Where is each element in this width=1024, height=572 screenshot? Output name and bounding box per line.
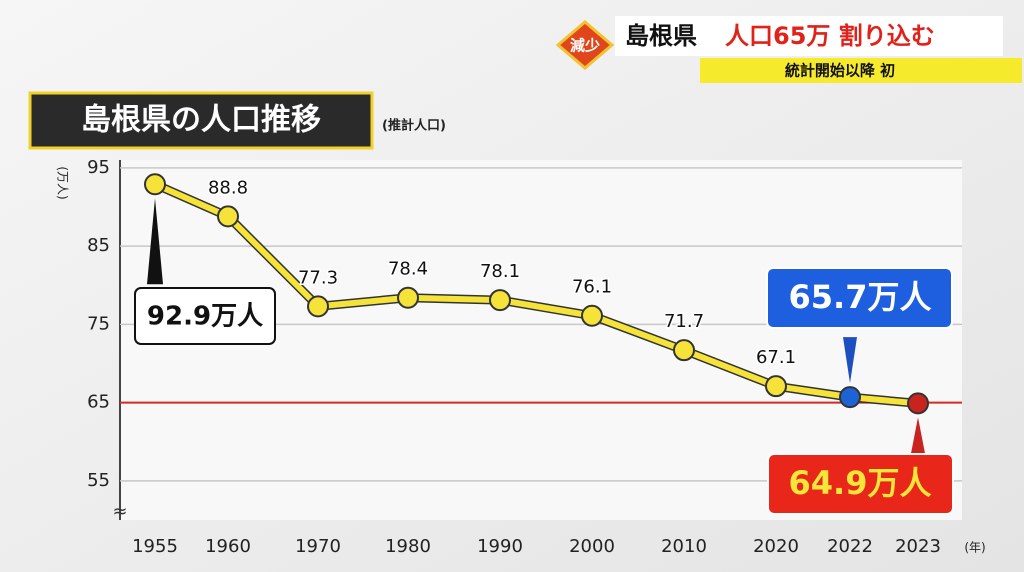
value-label: 78.1 xyxy=(480,261,520,282)
value-label: 78.4 xyxy=(388,259,428,280)
x-tick-label: 2022 xyxy=(827,536,873,557)
callout-box xyxy=(767,453,954,515)
line xyxy=(153,181,919,407)
chart-title: 島根県の人口推移 xyxy=(81,103,321,138)
sub-banner xyxy=(700,58,1022,83)
chart-subtitle: (推計人口) xyxy=(382,118,446,134)
point xyxy=(907,392,929,415)
callout-pointer xyxy=(843,337,857,384)
point xyxy=(307,295,329,318)
point xyxy=(765,375,787,398)
x-unit: (年) xyxy=(964,541,985,555)
y-tick-label: 85 xyxy=(87,235,110,256)
point xyxy=(673,339,695,362)
point xyxy=(489,289,511,312)
title-box xyxy=(28,91,374,150)
prefecture: 島根県 xyxy=(625,22,697,50)
callout-box xyxy=(766,267,953,329)
banner-box xyxy=(615,16,1003,56)
sub-headline: 統計開始以降 初 xyxy=(785,62,895,80)
x-tick-label: 1955 xyxy=(132,536,178,557)
y-tick-label: 95 xyxy=(87,157,110,178)
x-tick-label: 2010 xyxy=(661,536,707,557)
y-unit: (万人) xyxy=(56,166,70,199)
x-tick-label: 2000 xyxy=(569,536,615,557)
x-tick-label: 1980 xyxy=(385,536,431,557)
value-label: 92.9万人 xyxy=(147,302,263,332)
point xyxy=(144,173,166,196)
callout-pointer xyxy=(147,198,163,285)
badge: 減少 xyxy=(570,37,600,55)
y-tick-label: 65 xyxy=(87,392,110,413)
y-tick-label: 75 xyxy=(87,313,110,334)
value-label: 76.1 xyxy=(572,277,612,298)
point xyxy=(217,205,239,228)
callout-box xyxy=(134,287,276,345)
x-tick-label: 2020 xyxy=(753,536,799,557)
point xyxy=(397,286,419,309)
value-label: 71.7 xyxy=(664,311,704,332)
axis-break: ≈ xyxy=(112,501,127,522)
value-label: 77.3 xyxy=(298,267,338,288)
x-tick-label: 1970 xyxy=(295,536,341,557)
value-label: 64.9万人 xyxy=(789,464,932,502)
callout-pointer xyxy=(911,417,925,454)
badge-shape xyxy=(555,20,615,70)
value-label: 67.1 xyxy=(756,347,796,368)
value-label: 65.7万人 xyxy=(789,278,932,316)
x-tick-label: 1990 xyxy=(477,536,523,557)
y-tick-label: 55 xyxy=(87,470,110,491)
headline: 人口65万 割り込む xyxy=(725,22,935,50)
value-label: 88.8 xyxy=(208,177,248,198)
point xyxy=(581,304,603,327)
x-tick-label: 2023 xyxy=(895,536,941,557)
point xyxy=(839,386,861,409)
x-tick-label: 1960 xyxy=(205,536,251,557)
